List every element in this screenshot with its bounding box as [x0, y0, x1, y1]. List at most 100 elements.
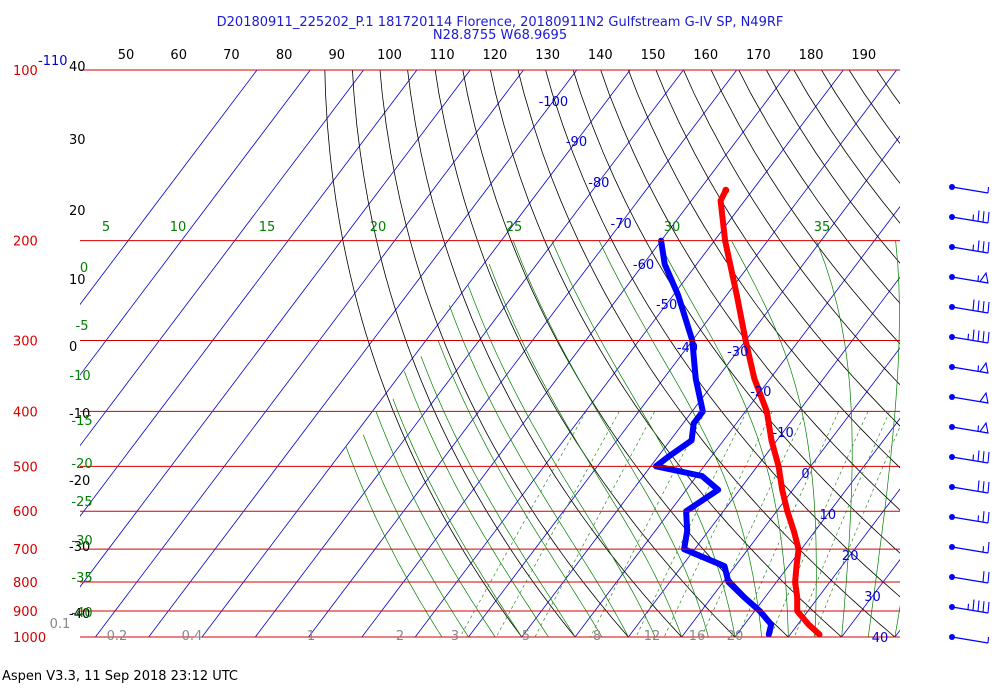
dry-adiabat-line: [379, 70, 629, 637]
mixing-ratio-label: 1: [307, 629, 315, 644]
isotherm-line: [939, 57, 1000, 649]
wind-barb-flag: [987, 481, 990, 494]
mixing-ratio-line: [770, 411, 869, 637]
mixing-ratio-label: 0.1: [50, 617, 71, 632]
chart-subtitle-location: N28.8755 W68.9695: [432, 28, 568, 43]
footer-version-timestamp: Aspen V3.3, 11 Sep 2018 23:12 UTC: [2, 669, 239, 684]
wind-barb-flag: [977, 210, 980, 222]
isotherm-label: -20: [750, 385, 771, 400]
mixing-ratio-label: 20: [727, 629, 744, 644]
wind-barb: [949, 210, 990, 224]
wind-barb: [949, 184, 990, 194]
moist-adiabat-label: 5: [102, 220, 110, 235]
mixing-ratio-label: 3: [451, 629, 459, 644]
top-axis-label: 190: [851, 48, 876, 63]
moist-adiabat-label: -35: [71, 571, 92, 586]
mixing-ratio-line: [534, 411, 656, 637]
top-axis-label: 100: [377, 48, 402, 63]
isotherm-line: [148, 70, 578, 637]
wind-barb-pennant: [979, 391, 989, 404]
wind-barb-flag: [977, 240, 980, 252]
top-axis-label: 170: [746, 48, 771, 63]
wind-barb-flag: [972, 599, 975, 611]
wind-barb: [949, 541, 990, 554]
plot-area: [80, 57, 1000, 650]
wind-barb-staff: [951, 576, 989, 584]
isotherm-label: 20: [842, 549, 859, 564]
top-axis-label: 180: [799, 48, 824, 63]
wind-barb-flag: [982, 451, 985, 463]
wind-barb: [949, 271, 989, 284]
wind-barb-flag: [982, 211, 985, 223]
wind-barb: [949, 240, 990, 254]
altitude-label: -40: [69, 607, 90, 622]
mixing-ratio-label: 0.4: [182, 629, 203, 644]
dry-adiabat-line: [324, 70, 523, 637]
wind-barb-half-flag: [972, 214, 975, 221]
wind-barbs-panel: [949, 184, 990, 644]
isotherm-line: [361, 70, 791, 637]
dry-adiabat-line: [793, 70, 900, 224]
dry-adiabat-line: [352, 70, 576, 637]
isotherm-line: [80, 70, 365, 447]
isotherm-line: [80, 70, 311, 376]
isotherm-line: [80, 70, 471, 588]
wind-barb-flag: [987, 241, 990, 254]
wind-barb-half-flag: [977, 515, 980, 522]
isotherm-line: [521, 135, 900, 637]
isotherm-line: [681, 347, 900, 637]
wind-barb-staff: [951, 456, 989, 464]
isotherm-label: -50: [656, 298, 677, 313]
moist-adiabat-label: -10: [69, 369, 90, 384]
wind-barb: [949, 450, 990, 464]
wind-barb-staff: [951, 486, 989, 494]
isotherm-label: 10: [820, 508, 837, 523]
wind-barb-flag: [977, 480, 980, 492]
wind-barb-flag: [972, 299, 975, 311]
dry-adiabat-line: [489, 70, 843, 637]
wind-barb-pennant: [979, 361, 989, 374]
altitude-label: 40: [69, 60, 86, 75]
wind-barb-staff: [951, 246, 989, 254]
wind-barb-flag: [977, 330, 980, 342]
wind-barb-half-flag: [977, 365, 980, 372]
wind-barb-half-flag: [967, 333, 970, 340]
isotherm-line: [201, 70, 631, 637]
wind-barb-flag: [982, 331, 985, 343]
altitude-label: 0: [69, 340, 77, 355]
wind-barb-staff: [951, 546, 989, 554]
isotherm-top-label: -110: [38, 54, 68, 69]
moist-adiabat-line: [420, 356, 576, 637]
wind-barb-flag: [982, 571, 985, 583]
pressure-label: 900: [13, 605, 38, 620]
chart-title: D20180911_225202_P.1 181720114 Florence,…: [216, 15, 784, 30]
wind-barb-flag: [987, 571, 990, 584]
wind-barb-flag: [987, 541, 990, 554]
wind-barb-staff: [951, 336, 989, 344]
wind-barb: [949, 571, 990, 584]
mixing-ratio-line: [663, 411, 773, 637]
moist-adiabat-line: [362, 434, 469, 637]
isotherm-label: -100: [539, 95, 569, 110]
wind-barb-flag: [977, 600, 980, 612]
isotherm-line: [574, 206, 900, 637]
dry-adiabat-line: [655, 70, 900, 427]
isotherm-label: 30: [864, 590, 881, 605]
dry-adiabat-line: [923, 57, 1000, 650]
wind-barb-staff: [951, 306, 989, 314]
wind-barb: [949, 511, 990, 524]
wind-barb-half-flag: [977, 425, 980, 432]
wind-barb-staff: [951, 516, 989, 524]
wind-barb-flag: [982, 241, 985, 253]
mixing-ratio-line: [794, 411, 890, 637]
pressure-label: 700: [13, 543, 38, 558]
dry-adiabat-line: [738, 70, 900, 304]
wind-barb: [949, 391, 989, 404]
wind-barb-pennant: [979, 271, 989, 284]
dry-adiabat-line: [600, 70, 900, 511]
wind-barb-flag: [987, 511, 990, 524]
mixing-ratio-line: [635, 411, 748, 637]
isotherm-line: [734, 417, 900, 637]
top-axis-label: 60: [170, 48, 187, 63]
